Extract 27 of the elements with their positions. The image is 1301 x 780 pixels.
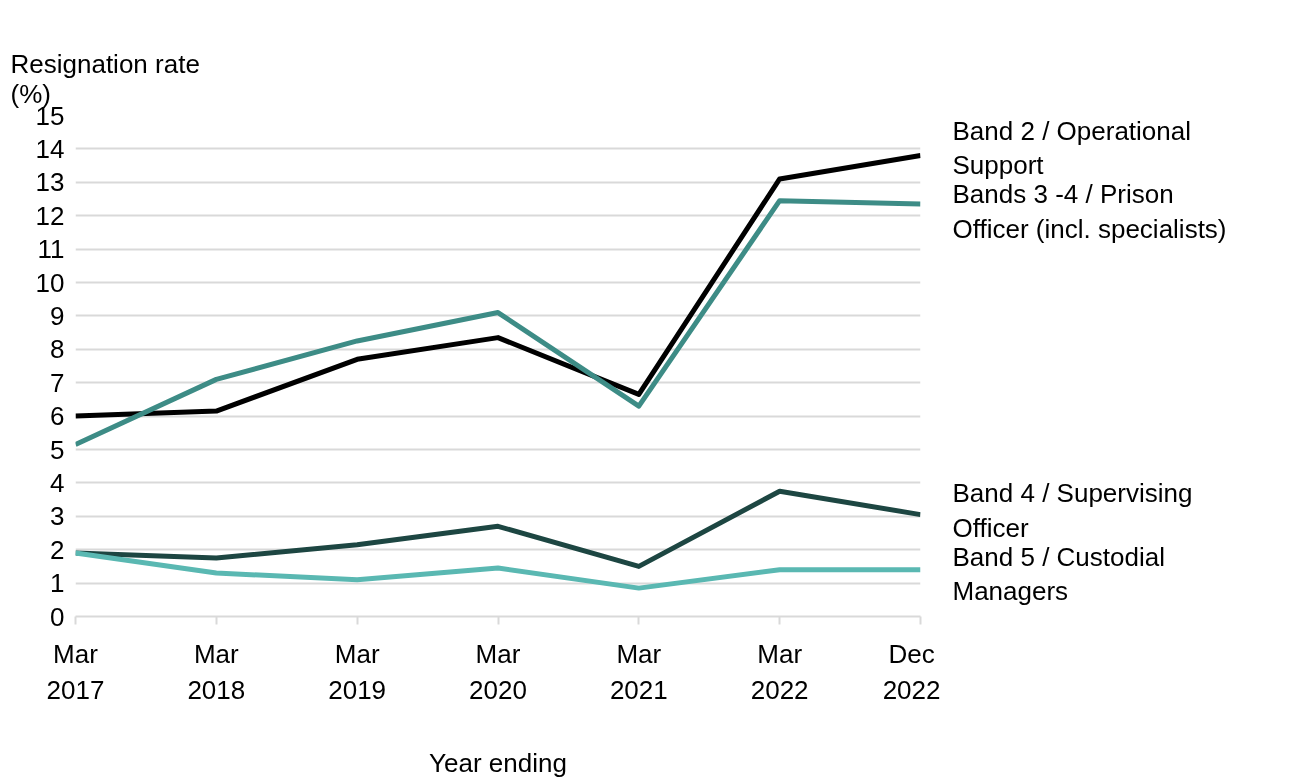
x-tick-label: Mar 2017 xyxy=(46,638,105,705)
y-tick-label: 6 xyxy=(50,401,65,432)
y-tick-label: 14 xyxy=(35,133,65,164)
y-tick-label: 4 xyxy=(50,467,65,498)
y-tick-label: 0 xyxy=(50,601,65,632)
y-tick-label: 13 xyxy=(35,167,65,198)
x-tick-label: Mar 2018 xyxy=(187,638,246,705)
x-tick-label: Mar 2020 xyxy=(469,638,527,705)
series-label: Band 5 / Custodial Managers xyxy=(952,541,1165,607)
y-tick-label: 10 xyxy=(35,267,65,298)
y-tick-label: 3 xyxy=(50,501,65,532)
series-label: Bands 3 -4 / Prison Officer (incl. specialists) xyxy=(952,179,1227,244)
x-tick-label: Mar 2022 xyxy=(750,638,809,705)
y-tick-label: 9 xyxy=(50,300,65,331)
y-tick-label: 12 xyxy=(35,200,65,231)
y-tick-label: 2 xyxy=(50,534,65,565)
y-tick-label: 1 xyxy=(50,568,65,599)
x-tick-label: Mar 2019 xyxy=(328,638,387,705)
x-tick-label: Mar 2021 xyxy=(609,638,668,705)
x-axis-title: Year ending xyxy=(429,747,567,778)
series-label: Band 2 / Operational Support xyxy=(952,115,1191,181)
x-tick-label: Dec 2022 xyxy=(882,638,941,705)
series-label: Band 4 / Supervising Officer xyxy=(952,478,1193,543)
y-tick-label: 5 xyxy=(50,434,65,465)
y-tick-label: 8 xyxy=(50,334,65,365)
y-tick-label: 7 xyxy=(50,367,65,398)
y-tick-label: 11 xyxy=(37,234,65,265)
